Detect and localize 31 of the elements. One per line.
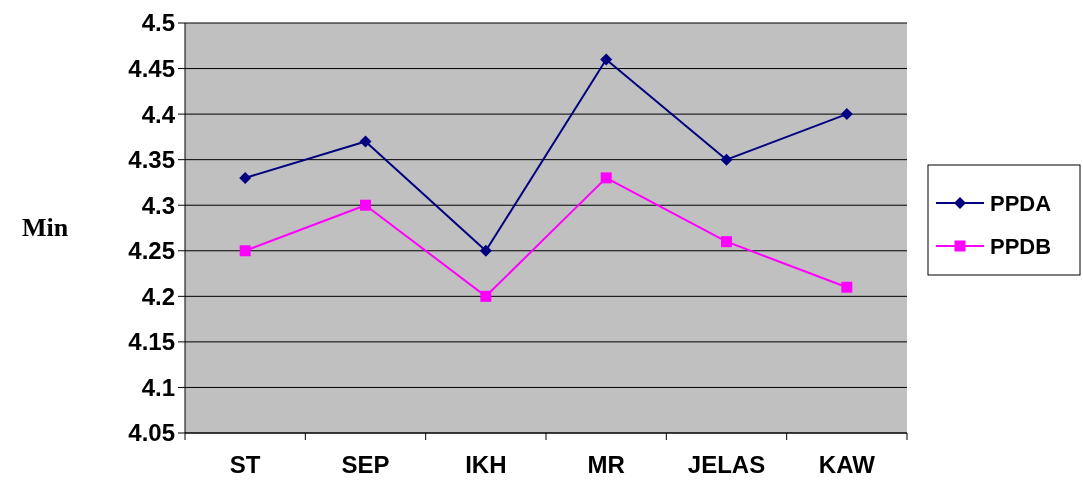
point <box>600 172 612 184</box>
legend-label: PPDB <box>990 233 1052 259</box>
x-tick-label: ST <box>229 451 261 478</box>
point <box>239 245 251 257</box>
y-tick-label: 4.25 <box>128 237 175 265</box>
point <box>360 199 371 211</box>
point <box>840 108 853 121</box>
x-tick-label: SEP <box>341 451 390 478</box>
y-tick-label: 4.4 <box>141 100 176 128</box>
y-tick-label: 4.45 <box>128 54 175 82</box>
y-tick-label: 4.3 <box>141 191 175 219</box>
point <box>359 135 372 148</box>
point <box>479 244 492 257</box>
point <box>600 53 613 66</box>
x-tick-label: MR <box>587 451 625 478</box>
y-tick-label: 4.2 <box>141 282 175 310</box>
point <box>721 236 732 248</box>
point <box>720 153 733 166</box>
point <box>841 281 853 293</box>
x-tick-label: IKH <box>465 451 507 478</box>
y-tick-label: 4.1 <box>141 373 175 401</box>
x-tick-label: KAW <box>818 451 876 478</box>
point <box>480 290 492 302</box>
legend-label: PPDA <box>990 190 1052 216</box>
point <box>239 171 252 184</box>
y-tick-label: 4.5 <box>141 9 175 37</box>
x-tick-label: JELAS <box>687 451 766 478</box>
y-tick-label: 4.35 <box>128 146 175 174</box>
y-tick-label: 4.15 <box>128 328 175 356</box>
y-axis-title: Min <box>21 213 69 242</box>
y-tick-label: 4.05 <box>128 419 175 447</box>
